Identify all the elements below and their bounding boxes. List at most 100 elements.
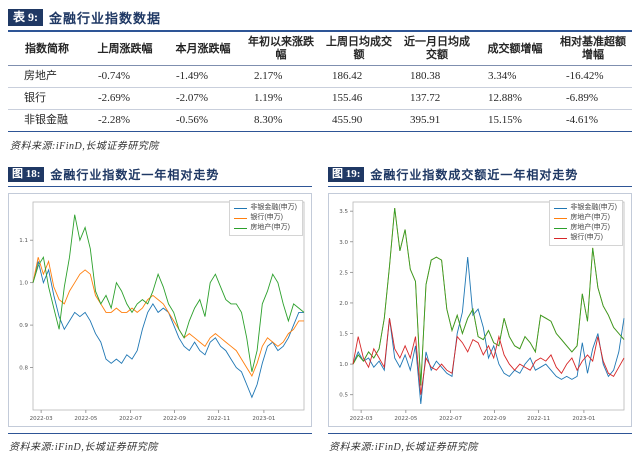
chart-18-source: 资料来源:iFinD,长城证券研究院 [8,433,312,453]
chart-19-title: 金融行业指数成交额近一年相对走势 [370,168,579,182]
chart-18-badge: 图 18: [8,167,45,182]
chart-18-title: 金融行业指数近一年相对走势 [50,168,220,182]
svg-text:2022-03: 2022-03 [350,416,373,422]
legend-label: 房地产(申万) [570,224,610,231]
index-data-table: 指数简称 上周涨跌幅 本月涨跌幅 年初以来涨跌幅 上周日均成交额 近一月日均成交额 成交额增… [8,33,632,132]
legend-label: 银行(申万) [570,234,603,241]
legend-label: 非银金融(申万) [570,204,617,211]
svg-text:2022-05: 2022-05 [394,416,417,422]
legend-item: 银行(申万) [234,213,297,223]
svg-text:1.5: 1.5 [339,332,348,338]
table-cell: -2.69% [86,87,164,110]
svg-text:2022-07: 2022-07 [119,416,142,422]
chart-18-canvas: 0.8 0.9 1.0 1.1 2022-03 2022-05 2022-07 2022-09… [19,201,305,422]
table-row: 银行 -2.69% -2.07% 1.19% 155.46 137.72 12.88% -6.… [8,87,632,110]
table-cell: 1.19% [242,87,320,110]
table-cell: -0.56% [164,109,242,132]
svg-text:3.0: 3.0 [339,240,348,246]
table-cell: 180.38 [398,65,476,88]
svg-text:2023-01: 2023-01 [572,416,595,422]
legend-swatch [234,207,248,209]
svg-text:2022-09: 2022-09 [483,416,506,422]
legend-label: 非银金融(申万) [250,204,297,211]
svg-text:1.1: 1.1 [19,238,28,244]
index-name-cell: 非银金融 [8,109,86,132]
svg-text:1.0: 1.0 [19,281,28,287]
series-line [352,257,625,404]
series-line [352,318,625,395]
table-header-cell: 上周涨跌幅 [86,33,164,66]
chart-18-plot-area: 0.8 0.9 1.0 1.1 2022-03 2022-05 2022-07 2022-09… [8,193,312,427]
svg-text:2022-05: 2022-05 [74,416,97,422]
table-header-cell: 指数简称 [8,33,86,66]
table-cell: -16.42% [554,65,632,88]
index-name-cell: 银行 [8,87,86,110]
svg-text:2.5: 2.5 [339,270,348,276]
chart-19-canvas: 0.5 1.0 1.5 2.0 2.5 3.0 3.5 2022-03 2022-05 2022-… [339,201,625,422]
series-line [32,214,305,372]
legend-item: 非银金融(申万) [234,203,297,213]
svg-text:0.9: 0.9 [19,323,28,329]
table-header-cell: 本月涨跌幅 [164,33,242,66]
charts-row: 图 18: 金融行业指数近一年相对走势 0.8 0.9 1.0 1.1 2022-03 2… [8,166,632,453]
table-header-cell: 近一月日均成交额 [398,33,476,66]
svg-text:0.5: 0.5 [339,393,348,399]
table-cell: -1.49% [164,65,242,88]
table-source: 资料来源:iFinD,长城证券研究院 [10,141,159,152]
legend-swatch [554,237,568,239]
legend-item: 房地产(申万) [234,223,297,233]
table-row: 房地产 -0.74% -1.49% 2.17% 186.42 180.38 3.34% -16… [8,65,632,88]
table-cell: 12.88% [476,87,554,110]
chart-19-source: 资料来源:iFinD,长城证券研究院 [328,433,632,453]
legend-swatch [554,217,568,219]
table-header-cell: 上周日均成交额 [320,33,398,66]
table-cell: -2.07% [164,87,242,110]
legend-label: 房地产(申万) [250,224,290,231]
svg-text:2022-03: 2022-03 [30,416,53,422]
chart-18-title-bar: 图 18: 金融行业指数近一年相对走势 [8,166,312,187]
table-header-cell: 年初以来涨跌幅 [242,33,320,66]
table-header-row: 指数简称 上周涨跌幅 本月涨跌幅 年初以来涨跌幅 上周日均成交额 近一月日均成交额 成交额增… [8,33,632,66]
legend-label: 房地产(申万) [570,214,610,221]
legend-item: 房地产(申万) [554,213,617,223]
chart-panel-19: 图 19: 金融行业指数成交额近一年相对走势 0.5 1.0 1.5 2.0 2.5 3.… [328,166,632,453]
svg-text:2022-07: 2022-07 [439,416,462,422]
table-cell: 8.30% [242,109,320,132]
table-cell: 3.34% [476,65,554,88]
chart-19-legend: 非银金融(申万) 房地产(申万) 房地产(申万) 银行(申万) [549,200,623,246]
chart-19-plot-area: 0.5 1.0 1.5 2.0 2.5 3.0 3.5 2022-03 2022-05 2022-… [328,193,632,427]
chart-panel-18: 图 18: 金融行业指数近一年相对走势 0.8 0.9 1.0 1.1 2022-03 2… [8,166,312,453]
series-line [32,257,304,377]
table-cell: 2.17% [242,65,320,88]
svg-text:1.0: 1.0 [339,362,348,368]
index-name-cell: 房地产 [8,65,86,88]
table-cell: -6.89% [554,87,632,110]
svg-text:3.5: 3.5 [339,209,348,215]
table-row: 非银金融 -2.28% -0.56% 8.30% 455.90 395.91 15.15% -… [8,109,632,132]
chart-19-title-bar: 图 19: 金融行业指数成交额近一年相对走势 [328,166,632,187]
legend-item: 银行(申万) [554,233,617,243]
chart-18-legend: 非银金融(申万) 银行(申万) 房地产(申万) [229,200,303,236]
table-cell: 15.15% [476,109,554,132]
svg-text:2.0: 2.0 [339,301,348,307]
table-title: 金融行业指数数据 [49,11,162,26]
legend-item: 房地产(申万) [554,223,617,233]
legend-swatch [234,217,248,219]
legend-item: 非银金融(申万) [554,203,617,213]
table-header-cell: 成交额增幅 [476,33,554,66]
table-badge: 表 9: [8,9,43,26]
table-section-title: 表 9: 金融行业指数数据 [8,8,632,32]
table-cell: 137.72 [398,87,476,110]
svg-text:0.8: 0.8 [19,366,28,372]
table-cell: -2.28% [86,109,164,132]
legend-swatch [554,207,568,209]
table-body: 房地产 -0.74% -1.49% 2.17% 186.42 180.38 3.34% -16… [8,65,632,132]
series-line [352,208,625,386]
table-cell: 155.46 [320,87,398,110]
svg-text:2022-11: 2022-11 [527,416,550,422]
svg-text:2022-11: 2022-11 [207,416,230,422]
table-cell: -4.61% [554,109,632,132]
legend-label: 银行(申万) [250,214,283,221]
table-header-row: 指数简称 上周涨跌幅 本月涨跌幅 年初以来涨跌幅 上周日均成交额 近一月日均成交额 成交额增… [8,33,632,66]
